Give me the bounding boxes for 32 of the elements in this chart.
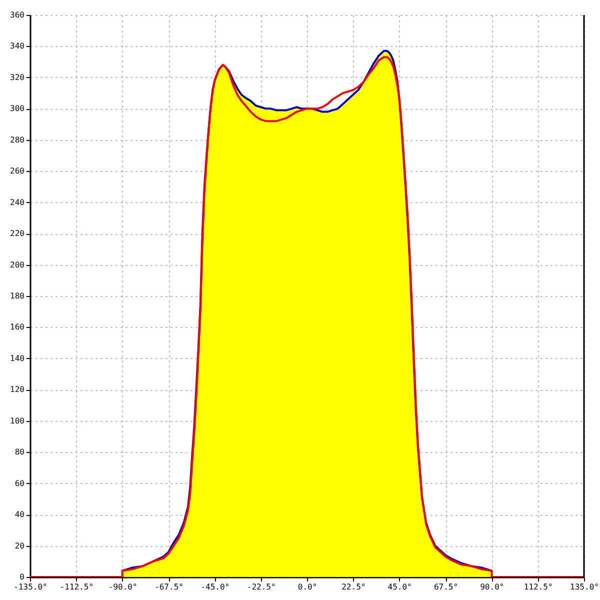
- y-tick-label: 100: [10, 416, 25, 426]
- x-tick-label: 90.0°: [480, 582, 504, 592]
- x-tick-label: 135.0°: [570, 582, 599, 592]
- x-tick-label: 22.5°: [342, 582, 366, 592]
- y-tick-label: 220: [10, 229, 25, 238]
- x-tick-label: -45.0°: [200, 582, 230, 592]
- y-tick-label: 120: [10, 385, 25, 394]
- y-tick-label: 200: [10, 260, 25, 270]
- y-tick-label: 80: [14, 448, 25, 457]
- y-tick-label: 360: [10, 10, 25, 20]
- y-tick-label: 300: [10, 104, 25, 114]
- y-tick-label: 260: [10, 166, 25, 176]
- x-tick-label: -112.5°: [60, 582, 94, 592]
- x-tick-label: 45.0°: [388, 582, 412, 592]
- x-tick-label: 0.0°: [298, 582, 318, 592]
- y-tick-label: 20: [14, 541, 25, 550]
- x-tick-label: -67.5°: [154, 582, 184, 592]
- y-tick-label: 140: [10, 354, 25, 363]
- x-tick-label: -22.5°: [246, 582, 276, 592]
- x-tick-label: 67.5°: [434, 582, 458, 592]
- y-tick-label: 320: [10, 72, 25, 82]
- y-tick-label: 40: [14, 510, 25, 520]
- y-tick-label: 340: [10, 42, 25, 51]
- y-tick-label: 60: [14, 478, 25, 488]
- x-tick-label: -135.0°: [14, 582, 48, 592]
- y-tick-label: 0: [20, 572, 25, 582]
- y-tick-label: 240: [10, 198, 25, 207]
- y-tick-label: 280: [10, 135, 25, 144]
- x-tick-label: -90.0°: [108, 582, 138, 592]
- y-tick-label: 180: [10, 292, 25, 300]
- x-tick-label: 112.5°: [524, 582, 553, 592]
- y-tick-label: 160: [10, 322, 25, 332]
